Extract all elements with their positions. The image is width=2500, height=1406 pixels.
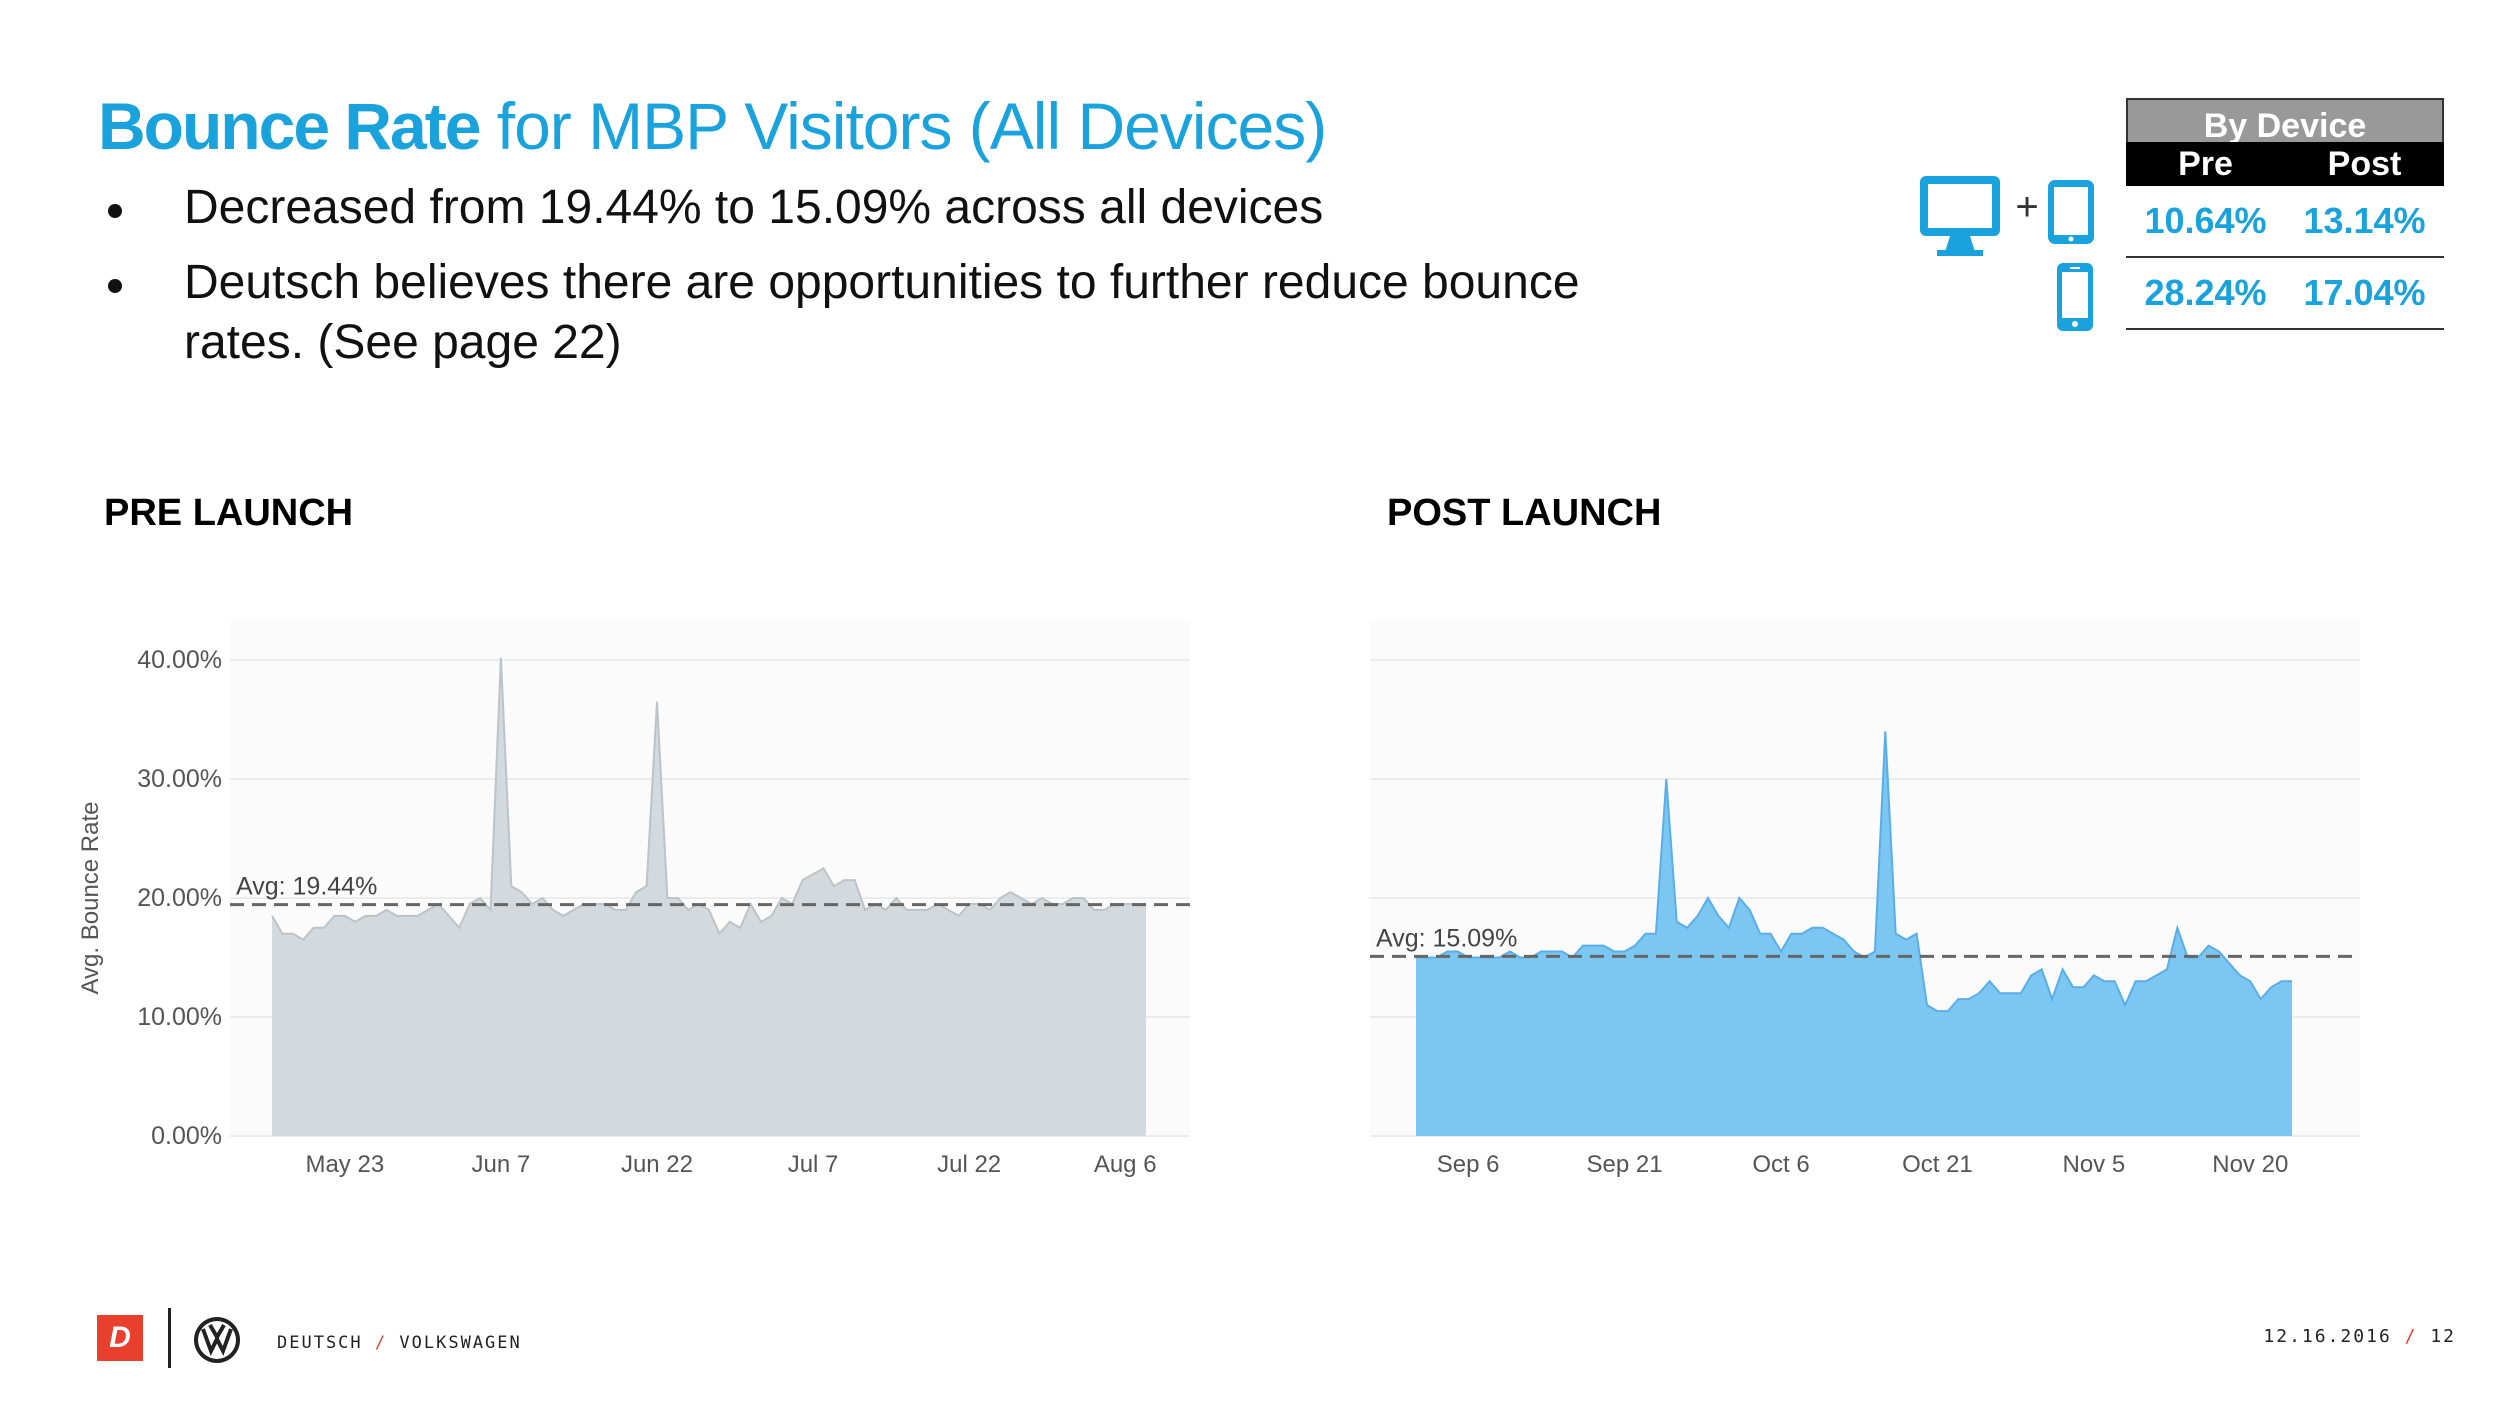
post-launch-label: POST LAUNCH xyxy=(1387,492,1662,534)
footer-divider xyxy=(168,1308,171,1368)
title-rest: for MBP Visitors (All Devices) xyxy=(479,89,1327,163)
date-separator: / xyxy=(2404,1326,2418,1347)
device-icons: + xyxy=(1915,170,2115,340)
y-tick-label: 0.00% xyxy=(151,1122,222,1150)
bullet-dot xyxy=(108,279,122,293)
device-table-title: By Device xyxy=(2126,98,2444,142)
col-post-header: Post xyxy=(2327,145,2402,183)
device-table-header: Pre Post xyxy=(2126,142,2444,186)
cell-post: 13.14% xyxy=(2303,200,2426,241)
cell-post: 17.04% xyxy=(2303,272,2426,313)
average-label: Avg: 19.44% xyxy=(236,873,377,901)
page-number: 12 xyxy=(2430,1326,2456,1347)
y-tick-label: 30.00% xyxy=(137,765,222,793)
x-tick-label: Aug 6 xyxy=(1094,1151,1157,1178)
pre-launch-chart-svg: Avg: 19.44% 0.00% 10.00% 20.00% 30.00% 40.00%… xyxy=(77,620,1190,1178)
brand-separator: / xyxy=(374,1333,388,1353)
x-tick-label: Oct 6 xyxy=(1752,1151,1809,1178)
col-pre-header: Pre xyxy=(2178,145,2233,183)
x-tick-label: Jul 7 xyxy=(788,1151,839,1178)
table-row: 28.24% 17.04% xyxy=(2126,258,2444,330)
x-tick-label: Jul 22 xyxy=(937,1151,1001,1178)
brand-right: VOLKSWAGEN xyxy=(399,1333,522,1353)
x-tick-label: Jun 7 xyxy=(472,1151,531,1178)
footer-date: 12.16.2016 xyxy=(2263,1326,2392,1347)
plus-symbol: + xyxy=(2015,185,2038,229)
brand-left: DEUTSCH xyxy=(277,1333,363,1353)
cell-pre: 10.64% xyxy=(2144,200,2267,241)
title-bold: Bounce Rate xyxy=(98,89,481,163)
post-launch-chart: Avg: 15.09% Sep 6 Sep 21 Oct 6 Oct 21 Nov 5 No… xyxy=(1360,600,2370,1200)
pre-launch-label: PRE LAUNCH xyxy=(104,492,354,534)
page-title: Bounce Rate for MBP Visitors (All Device… xyxy=(98,88,1327,164)
x-tick-label: May 23 xyxy=(305,1151,384,1178)
x-tick-label: Oct 21 xyxy=(1902,1151,1973,1178)
y-tick-label: 10.00% xyxy=(137,1003,222,1031)
table-row: 10.64% 13.14% xyxy=(2126,186,2444,258)
bullet-item: Decreased from 19.44% to 15.09% across a… xyxy=(100,178,1660,238)
deutsch-logo: D xyxy=(97,1315,143,1361)
desktop-plus-tablet-icon: + xyxy=(1920,176,2094,256)
post-launch-chart-svg: Avg: 15.09% Sep 6 Sep 21 Oct 6 Oct 21 Nov 5 No… xyxy=(1370,620,2360,1178)
device-table: By Device Pre Post 10.64% 13.14% 28.24% … xyxy=(2126,98,2444,330)
x-tick-label: Sep 21 xyxy=(1587,1151,1663,1178)
footer-brand: DEUTSCH / VOLKSWAGEN xyxy=(277,1333,522,1353)
smartphone-icon xyxy=(2055,262,2095,337)
bullet-item: Deutsch believes there are opportunities… xyxy=(100,253,1660,373)
x-tick-label: Jun 22 xyxy=(621,1151,693,1178)
bullet-list: Decreased from 19.44% to 15.09% across a… xyxy=(100,178,1660,388)
pre-launch-chart: Avg: 19.44% 0.00% 10.00% 20.00% 30.00% 40.00%… xyxy=(70,600,1210,1200)
bullet-text: Decreased from 19.44% to 15.09% across a… xyxy=(184,181,1324,234)
area-series xyxy=(1416,731,2292,1136)
footer-date-page: 12.16.2016 / 12 xyxy=(2263,1326,2456,1347)
y-axis-label: Avg. Bounce Rate xyxy=(77,801,104,994)
vw-logo-icon xyxy=(192,1315,242,1365)
x-tick-label: Nov 20 xyxy=(2212,1151,2288,1178)
x-tick-label: Nov 5 xyxy=(2063,1151,2126,1178)
average-label: Avg: 15.09% xyxy=(1376,924,1517,952)
y-tick-label: 40.00% xyxy=(137,646,222,674)
cell-pre: 28.24% xyxy=(2144,272,2267,313)
x-tick-label: Sep 6 xyxy=(1437,1151,1500,1178)
bullet-dot xyxy=(108,204,122,218)
bullet-text: Deutsch believes there are opportunities… xyxy=(184,256,1580,369)
y-tick-label: 20.00% xyxy=(137,884,222,912)
area-series xyxy=(272,657,1146,1136)
